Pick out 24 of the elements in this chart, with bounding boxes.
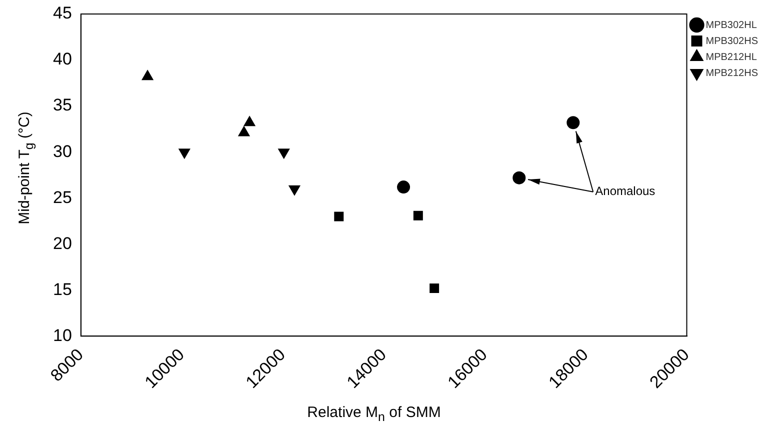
point <box>397 180 410 194</box>
y-tick-label: 40 <box>52 50 72 69</box>
point <box>244 116 256 126</box>
y-tick-label: 20 <box>52 234 72 253</box>
legend-label: MPB302HL <box>706 20 758 31</box>
point <box>512 171 526 184</box>
annotation: Anomalous <box>595 184 656 198</box>
point <box>288 185 300 196</box>
x-axis-title: Relative M$_{n}$ of SMM <box>306 404 442 424</box>
y-tick-label: 30 <box>52 142 72 161</box>
y-tick-label: 15 <box>52 280 72 299</box>
y-tick-label: 35 <box>52 96 72 115</box>
legend-label: MPB212HS <box>706 68 758 79</box>
point <box>413 210 423 220</box>
y-tick-label: 10 <box>52 326 72 345</box>
y-tick-label: 45 <box>52 4 72 23</box>
point <box>334 212 344 222</box>
point <box>238 126 250 136</box>
legend-label: MPB212HL <box>706 52 758 63</box>
legend-label: MPB302HS <box>706 36 758 47</box>
point <box>430 284 440 294</box>
point <box>566 116 580 130</box>
y-tick-label: 25 <box>52 188 72 207</box>
point <box>142 70 154 80</box>
